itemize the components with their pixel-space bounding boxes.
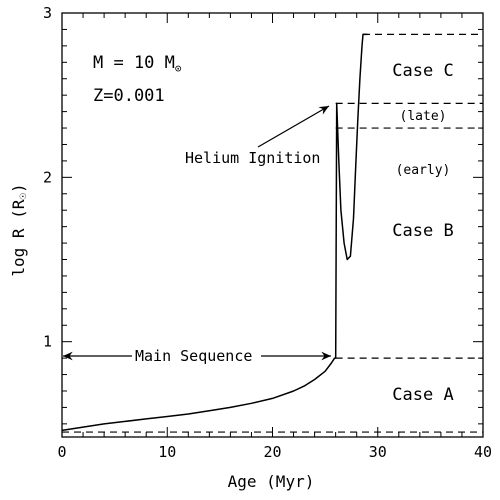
mass-annotation: M = 10 M⊙ — [93, 53, 182, 75]
tick-labels: 0 10 20 30 40 1 2 3 — [43, 4, 492, 461]
radius-evolution-line — [61, 33, 368, 432]
early-label: (early) — [396, 163, 451, 178]
y-tick-label: 2 — [43, 168, 52, 186]
metallicity-annotation: Z=0.001 — [93, 86, 165, 106]
x-tick-label: 10 — [158, 443, 176, 461]
y-axis-label-main: log R (R — [9, 199, 28, 276]
x-tick-label: 0 — [57, 443, 66, 461]
main-sequence-label: Main Sequence — [135, 347, 252, 365]
y-axis-label-close: ) — [9, 183, 28, 193]
case-b-label: Case B — [392, 221, 453, 241]
case-a-label: Case A — [392, 385, 453, 405]
y-axis-label: log R (R☉) — [9, 183, 29, 276]
case-c-label: Case C — [392, 61, 453, 81]
helium-ignition-label: Helium Ignition — [185, 149, 320, 167]
sun-symbol: ⊙ — [175, 62, 182, 75]
x-tick-label: 30 — [369, 443, 387, 461]
x-axis-label: Age (Myr) — [228, 472, 315, 491]
helium-ignition-arrow — [257, 105, 330, 148]
series-lines — [61, 33, 368, 432]
late-label: (late) — [400, 109, 447, 124]
y-tick-label: 1 — [43, 333, 52, 351]
sun-symbol: ☉ — [16, 193, 29, 200]
ticks — [61, 12, 484, 437]
y-tick-label: 3 — [43, 4, 52, 22]
x-tick-label: 40 — [474, 443, 492, 461]
x-tick-label: 20 — [263, 443, 281, 461]
